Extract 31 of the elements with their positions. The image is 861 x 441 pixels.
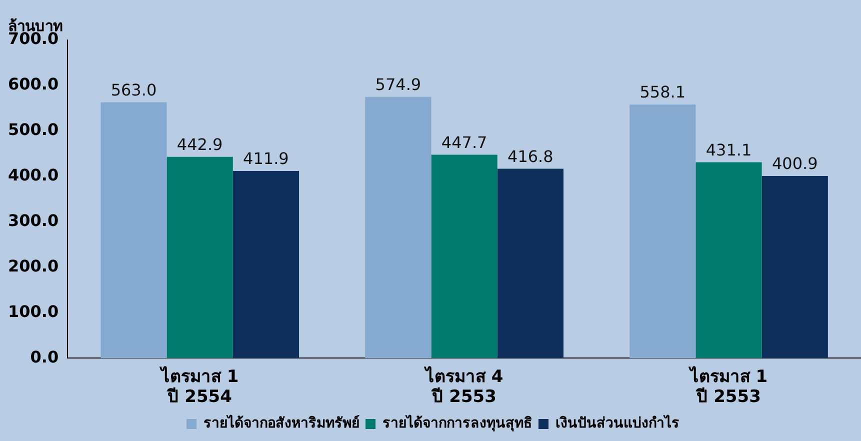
data-label: 558.1: [640, 82, 686, 102]
data-label: 411.9: [243, 149, 289, 168]
y-tick-label: 400.0: [8, 166, 59, 185]
data-label: 574.9: [375, 75, 422, 94]
bar: [100, 102, 167, 358]
legend-label: รายได้จากอสังหาริมทรัพย์: [204, 414, 360, 432]
y-tick-label: 100.0: [8, 302, 59, 321]
data-label: 563.0: [110, 80, 157, 100]
y-tick-label: 200.0: [8, 256, 59, 276]
bar: [431, 154, 498, 358]
y-tick-label: 600.0: [8, 74, 59, 94]
bar: [166, 156, 233, 358]
data-label: 447.7: [441, 132, 488, 152]
y-tick-label: 0.0: [30, 347, 59, 366]
data-label: 416.8: [508, 146, 554, 166]
bar: [365, 96, 432, 358]
bar: [630, 104, 696, 358]
data-label: 400.9: [772, 154, 818, 174]
y-tick-label: 300.0: [8, 210, 59, 230]
x-tick-label: ไตรมาส 1 ปี 2553: [688, 366, 768, 408]
data-label: 442.9: [176, 135, 223, 154]
x-tick-label: ไตรมาส 1 ปี 2554: [158, 366, 239, 408]
bar: [497, 168, 564, 358]
bar: [762, 176, 828, 358]
x-tick-label: ไตรมาส 4 ปี 2553: [423, 366, 504, 408]
data-label: 431.1: [706, 140, 752, 160]
bar: [232, 170, 300, 358]
y-tick-label: 500.0: [8, 120, 59, 140]
bar: [696, 162, 762, 358]
legend-label: เงินปันส่วนแบ่งกำไร: [556, 414, 680, 432]
legend-label: รายได้จากการลงทุนสุทธิ: [382, 414, 532, 432]
